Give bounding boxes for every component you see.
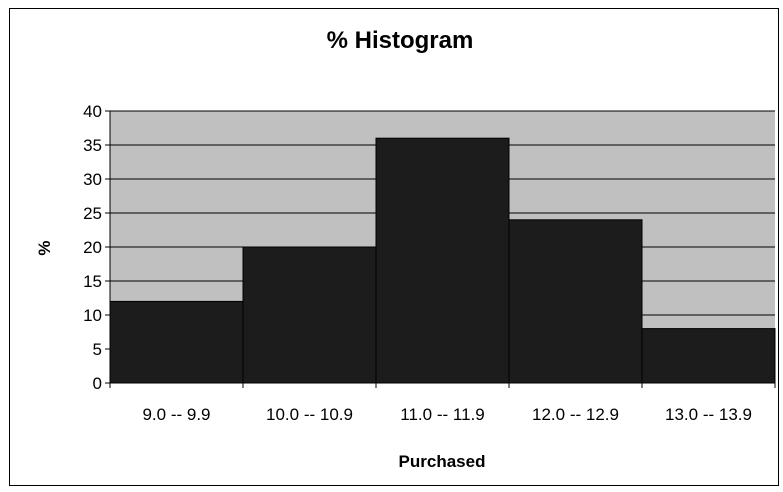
axes	[105, 110, 776, 388]
y-tick-label: 20	[83, 238, 102, 257]
x-tick-label: 11.0 -- 11.9	[400, 405, 484, 424]
x-axis-title: Purchased	[399, 452, 486, 471]
x-tick-label: 10.0 -- 10.9	[266, 405, 353, 424]
y-tick-label: 35	[83, 136, 102, 155]
y-tick-label: 5	[93, 340, 102, 359]
bar	[375, 137, 510, 384]
x-tick-label: 9.0 -- 9.9	[142, 405, 210, 424]
bar	[242, 246, 377, 384]
bars	[109, 137, 776, 384]
x-tick-labels: 9.0 -- 9.9 10.0 -- 10.9 11.0 -- 11.9 12.0 -…	[142, 405, 752, 424]
y-tick-label: 15	[83, 272, 102, 291]
y-tick-label: 10	[83, 306, 102, 325]
y-tick-labels: 0 5 10 15 20 25 30 35 40	[83, 102, 102, 393]
bar	[641, 328, 776, 384]
bar	[508, 219, 643, 384]
y-tick-label: 25	[83, 204, 102, 223]
y-tick-label: 40	[83, 102, 102, 121]
y-axis-title: %	[35, 240, 54, 255]
y-tick-label: 0	[93, 374, 102, 393]
x-tick-label: 12.0 -- 12.9	[532, 405, 619, 424]
bar	[109, 300, 244, 384]
y-tick-label: 30	[83, 170, 102, 189]
chart-title: % Histogram	[327, 27, 474, 54]
x-tick-label: 13.0 -- 13.9	[665, 405, 752, 424]
